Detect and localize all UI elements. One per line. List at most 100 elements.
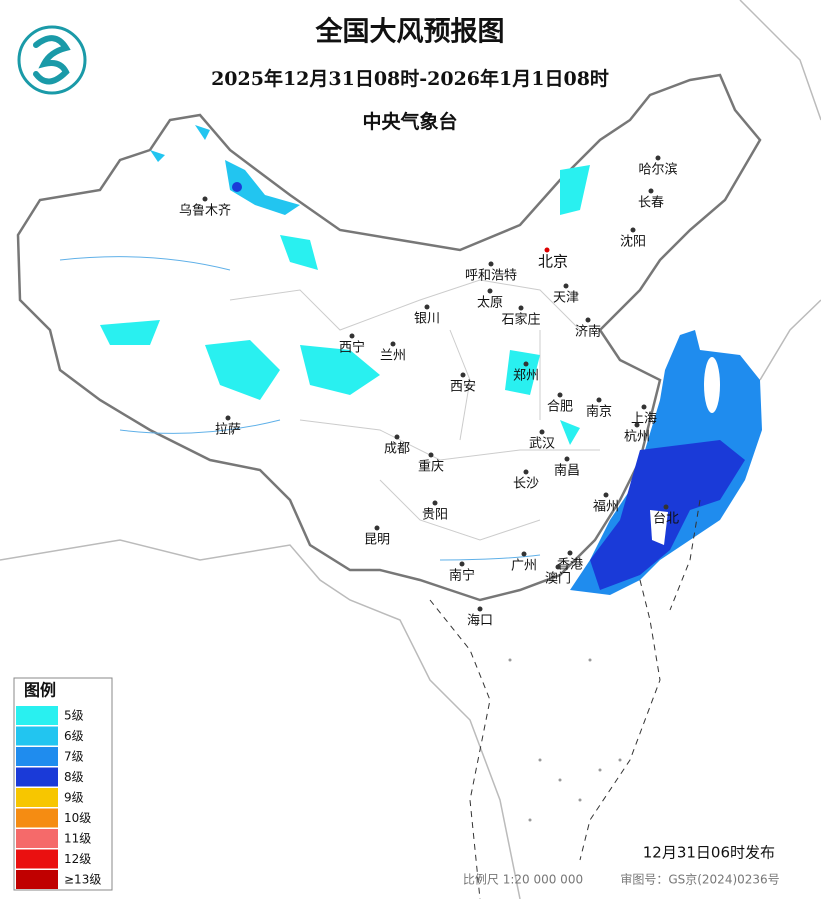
city-dot <box>390 341 396 347</box>
rivers <box>59 256 541 561</box>
city-label: 银川 <box>414 312 440 327</box>
city-label: 乌鲁木齐 <box>179 203 231 219</box>
city-label: 太原 <box>477 296 503 311</box>
city-label: 兰州 <box>380 349 406 364</box>
city-label: 天津 <box>553 291 579 306</box>
city-label: 哈尔滨 <box>638 162 677 178</box>
legend-swatch <box>16 726 58 746</box>
city-dot <box>596 397 602 403</box>
maritime-boundary <box>429 499 701 899</box>
city-dot <box>460 372 466 378</box>
city-label: 北京 <box>538 253 568 271</box>
logo <box>17 25 87 95</box>
city-label: 昆明 <box>364 533 390 548</box>
city-dot <box>523 469 529 475</box>
legend-swatch <box>16 808 58 828</box>
map-title: 全国大风预报图 <box>315 16 505 48</box>
city-label: 合肥 <box>547 400 573 415</box>
city-dot <box>394 434 400 440</box>
legend-label: 12级 <box>64 852 91 866</box>
city-label: 广州 <box>511 559 537 574</box>
city-label: 西安 <box>450 380 476 395</box>
city-dot <box>648 188 654 194</box>
legend-items: 5级 6级 7级 8级 9级 10级 11级 12级 ≥13级 <box>16 706 101 889</box>
city-dot <box>663 504 669 510</box>
city-dot <box>557 392 563 398</box>
city-label: 杭州 <box>624 430 650 445</box>
city-dot <box>202 196 208 202</box>
city-dot <box>630 227 636 233</box>
city-label: 南京 <box>586 404 612 420</box>
city-dot <box>477 606 483 612</box>
legend-swatch <box>16 829 58 848</box>
legend-label: ≥13级 <box>64 873 101 887</box>
wind-areas <box>100 125 762 595</box>
city-dot <box>539 429 545 435</box>
city-dot <box>521 551 527 557</box>
city-label: 南昌 <box>554 463 580 479</box>
city-dot <box>349 333 355 339</box>
city-dot <box>544 247 550 253</box>
city-label: 南宁 <box>449 568 475 584</box>
city-dot <box>459 561 465 567</box>
city-dot <box>518 305 524 311</box>
city-label: 拉萨 <box>215 423 241 438</box>
city-label: 济南 <box>575 324 601 340</box>
city-dot <box>488 261 494 267</box>
city-dot <box>603 492 609 498</box>
city-label: 贵阳 <box>422 508 448 523</box>
city-dot <box>563 283 569 289</box>
legend-label: 9级 <box>64 791 84 805</box>
city-dot <box>374 525 380 531</box>
city-label: 福州 <box>593 500 619 515</box>
agency: 中央气象台 <box>362 110 457 133</box>
forecast-period: 2025年12月31日08时-2026年1月1日08时 <box>211 67 609 90</box>
city-label: 西宁 <box>339 340 365 356</box>
issue-time: 12月31日06时发布 <box>643 844 775 862</box>
city-dot <box>641 404 647 410</box>
city-dot <box>428 452 434 458</box>
city-label: 重庆 <box>418 459 444 475</box>
city-label: 郑州 <box>513 369 539 384</box>
city-label: 武汉 <box>529 437 555 452</box>
city-dot <box>225 415 231 421</box>
legend-label: 7级 <box>64 750 84 764</box>
city-label: 石家庄 <box>501 312 540 328</box>
city-dot <box>523 361 529 367</box>
city-dot <box>564 456 570 462</box>
province-lines <box>229 279 600 541</box>
city-dot <box>432 500 438 506</box>
legend-swatch <box>16 747 58 766</box>
city-dot <box>567 550 573 556</box>
legend-label: 5级 <box>64 709 84 723</box>
islands <box>508 658 622 822</box>
legend-label: 8级 <box>64 770 84 784</box>
legend-label: 10级 <box>64 811 91 825</box>
city-label: 沈阳 <box>620 235 646 250</box>
city-label: 长沙 <box>513 477 539 492</box>
city-dot <box>585 317 591 323</box>
city-dot <box>634 422 640 428</box>
city-label: 呼和浩特 <box>465 269 517 284</box>
city-dot <box>424 304 430 310</box>
city-label: 长春 <box>638 196 664 211</box>
legend-swatch <box>16 870 58 889</box>
legend-swatch <box>16 706 58 725</box>
legend-swatch <box>16 767 58 787</box>
city-dot <box>487 288 493 294</box>
approval-number: 审图号：GS京(2024)0236号 <box>620 872 779 887</box>
city-label: 澳门 <box>545 571 571 587</box>
legend-swatch <box>16 849 58 869</box>
legend-title: 图例 <box>24 681 56 700</box>
city-label: 台北 <box>653 512 679 527</box>
legend-label: 6级 <box>64 729 84 743</box>
city-label: 海口 <box>467 614 493 629</box>
city-dot <box>655 155 661 161</box>
city-label: 成都 <box>384 442 410 457</box>
legend-swatch <box>16 788 58 807</box>
city-dot <box>555 564 561 570</box>
scale: 比例尺 1:20 000 000 <box>463 873 583 887</box>
